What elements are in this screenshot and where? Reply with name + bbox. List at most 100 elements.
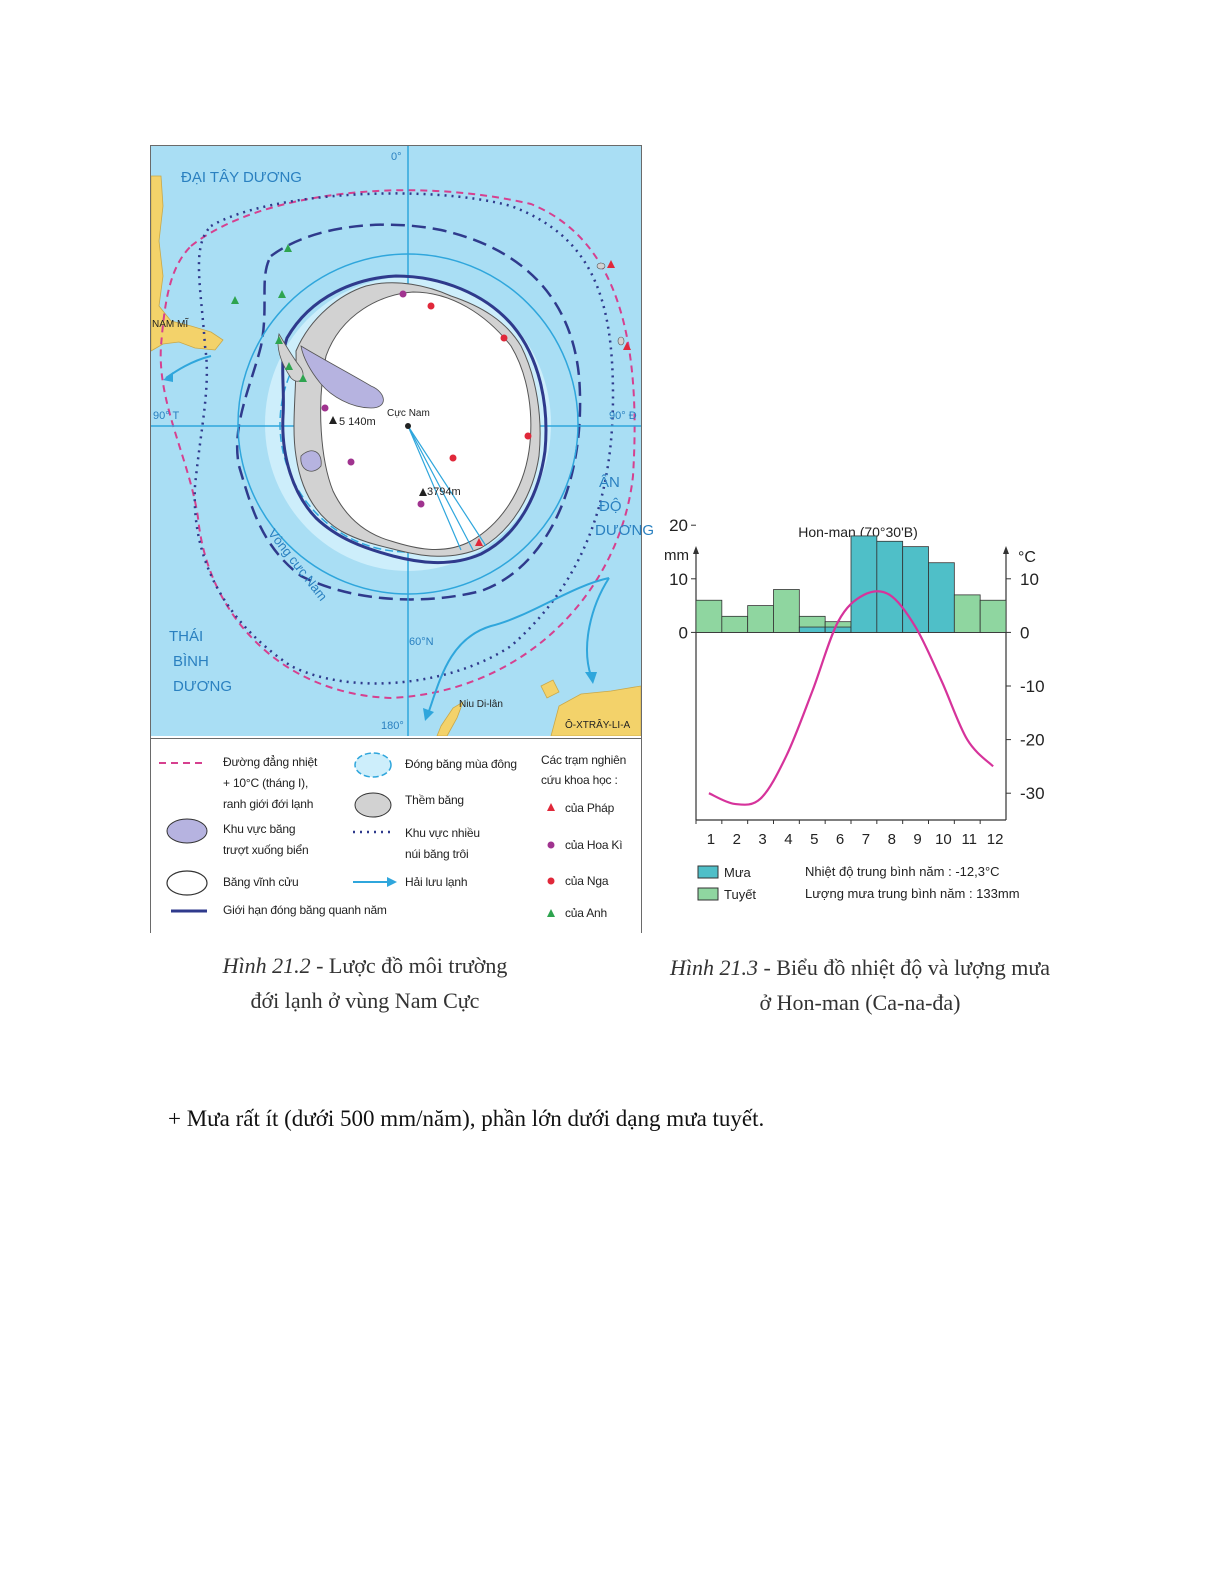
chart-bars <box>695 535 1007 633</box>
map-label-lon-90e: 90° Đ <box>609 410 637 422</box>
right-tick-label: -10 <box>1020 677 1045 696</box>
rain-bar <box>824 626 852 633</box>
x-tick-label: 3 <box>758 831 766 848</box>
map-label-south-america: NAM MĨ <box>152 319 189 330</box>
australia-land <box>550 685 641 736</box>
winter-ice-boundary <box>235 223 582 601</box>
station-usa <box>417 500 425 508</box>
rain-bar <box>876 540 904 633</box>
map-label-indian-3: DƯƠNG <box>595 522 655 539</box>
x-tick-label: 12 <box>987 831 1004 848</box>
south-america-land <box>151 175 224 352</box>
pole-line-1 <box>407 425 487 547</box>
station-france <box>623 342 631 350</box>
temperature-line <box>708 590 994 806</box>
cold-current-arrow <box>428 577 610 712</box>
legend-france-text: của Pháp <box>565 801 615 815</box>
cold-current-arrow <box>586 577 610 677</box>
map-label-australia: Ô-XTRÂY-LI-A <box>565 720 631 731</box>
map-label-south-pole: Cực Nam <box>387 408 430 419</box>
peak-marker <box>329 416 337 424</box>
cold-current-arrowhead <box>163 372 173 382</box>
station-france <box>607 260 615 268</box>
legend-france-symbol <box>547 803 555 811</box>
year-round-ice-limit <box>281 274 548 564</box>
left-axis-unit: mm <box>664 547 689 564</box>
legend-winter-ice-symbol <box>354 752 392 778</box>
legend-ice-shelf-symbol <box>354 792 392 818</box>
map-label-pacific-3: DƯƠNG <box>173 678 233 695</box>
legend-uk-symbol <box>547 909 555 917</box>
map-legend: Đường đẳng nhiệt + 10°C (tháng I), ranh … <box>151 738 641 933</box>
climate-chart: Hon-man (70°30'B) mm °C 20 10 0 10 0 -10 -20 -3… <box>664 516 1045 902</box>
annotation-avg-temp: Nhiệt độ trung bình năm : -12,3°C <box>805 864 1000 879</box>
snow-bar <box>773 589 800 633</box>
island <box>596 262 606 270</box>
right-tick-label: -30 <box>1020 784 1045 803</box>
x-tick-label: 9 <box>913 831 921 848</box>
rain-bar <box>902 546 929 633</box>
map-label-lon-180: 180° <box>381 720 404 732</box>
chart-caption: Hình 21.3 - Biểu đồ nhiệt độ và lượng mư… <box>650 950 1070 1020</box>
station-usa <box>321 404 329 412</box>
station-russia <box>500 334 508 342</box>
station-russia <box>449 454 457 462</box>
legend-russia-text: của Nga <box>565 874 609 888</box>
map-label-new-zealand: Niu Di-lân <box>459 699 503 710</box>
map-label-atlantic: ĐẠI TÂY DƯƠNG <box>181 169 302 186</box>
chart-caption-line-2: ở Hon-man (Ca-na-đa) <box>759 990 961 1015</box>
permanent-ice-area <box>320 291 532 550</box>
legend-ice-shelf-text: Thềm băng <box>405 793 464 807</box>
station-uk <box>275 336 283 344</box>
station-uk <box>285 362 293 370</box>
legend-iceberg-text-1: Khu vực nhiều <box>405 826 480 840</box>
antarctic-map-figure: ĐẠI TÂY DƯƠNG 0° NAM MĨ 90° T 90° Đ Cực … <box>150 145 654 933</box>
legend-rain-swatch <box>697 865 719 879</box>
station-usa <box>347 458 355 466</box>
legend-isotherm-text-2: + 10°C (tháng I), <box>223 776 309 790</box>
australia-island <box>540 679 560 699</box>
right-axis-arrow <box>1003 546 1009 554</box>
legend-current-arrowhead <box>387 877 397 887</box>
body-paragraph: + Mưa rất ít (dưới 500 mm/năm), phần lớn… <box>168 1106 765 1131</box>
x-tick-label: 7 <box>862 831 870 848</box>
station-russia <box>427 302 435 310</box>
map-label-indian-1: ẤN <box>599 474 620 491</box>
chart-caption-text: - Biểu đồ nhiệt độ và lượng mưa <box>757 955 1051 980</box>
x-tick-label: 10 <box>935 831 952 848</box>
cold-current-arrowhead <box>423 708 434 721</box>
x-tick-label: 4 <box>784 831 792 848</box>
legend-isotherm-text-3: ranh giới đới lạnh <box>223 797 314 811</box>
legend-usa-text: của Hoa Kì <box>565 838 623 852</box>
map-label-pacific-1: THÁI <box>169 628 204 645</box>
legend-russia-symbol <box>547 877 555 885</box>
map-label-peak-2: 3794m <box>427 486 461 498</box>
chart-caption-figure: Hình 21.3 <box>669 955 758 980</box>
left-tick-label: 0 <box>679 623 688 642</box>
legend-permanent-ice-symbol <box>166 870 208 896</box>
map-label-lon-90w: 90° T <box>153 410 180 422</box>
station-france <box>475 538 483 546</box>
legend-glacier-text-1: Khu vực băng <box>223 822 296 836</box>
station-uk <box>284 244 292 252</box>
island <box>617 336 625 346</box>
x-tick-label: 5 <box>810 831 818 848</box>
glacier-area <box>300 345 384 409</box>
x-tick-label: 11 <box>961 831 977 848</box>
rain-bar <box>850 535 878 633</box>
map-caption: Hình 21.2 - Lược đồ môi trường đới lạnh … <box>150 948 580 1018</box>
right-axis-unit: °C <box>1018 549 1036 566</box>
pole-line-2 <box>407 425 474 551</box>
left-tick-label: 10 <box>669 570 688 589</box>
legend-limit-text: Giới hạn đóng băng quanh năm <box>223 903 387 917</box>
map-caption-line-1: Hình 21.2 - Lược đồ môi trường <box>150 948 580 983</box>
legend-stations-text-2: cứu khoa học : <box>541 773 618 787</box>
snow-bar <box>721 615 749 633</box>
map-label-lon-0: 0° <box>391 151 402 163</box>
new-zealand-land <box>436 701 464 736</box>
map-caption-text: - Lược đồ môi trường <box>310 953 508 978</box>
map-caption-figure: Hình 21.2 <box>222 953 311 978</box>
legend-stations-text-1: Các trạm nghiên <box>541 753 627 767</box>
south-pole-marker <box>405 423 411 429</box>
legend-symbols <box>159 752 555 917</box>
